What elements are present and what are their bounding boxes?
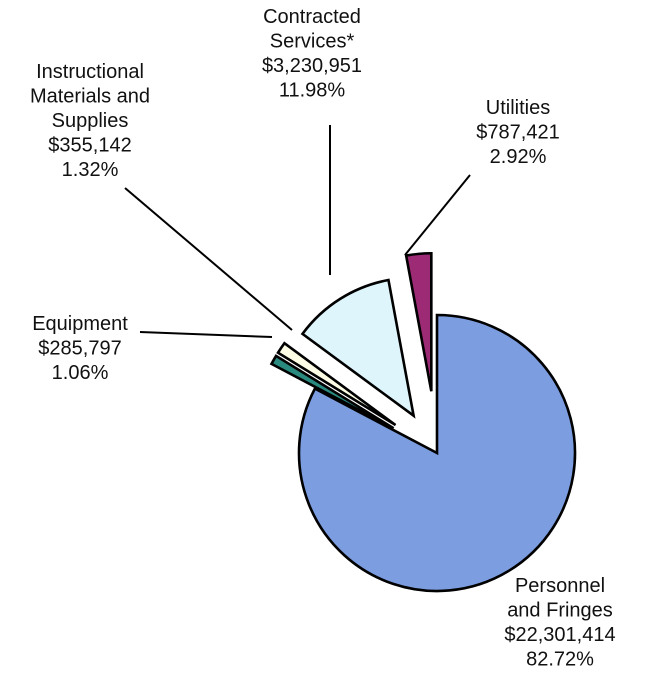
leader-lines bbox=[124, 125, 471, 338]
slice-name-personnel-and-fringes: and Fringes bbox=[507, 600, 613, 622]
slice-percent-contracted-services: 11.98% bbox=[279, 80, 346, 102]
slice-name-personnel-and-fringes: Personnel bbox=[515, 575, 605, 597]
slice-percent-instructional-materials-and-supplies: 1.32% bbox=[62, 159, 119, 181]
pie-slice-contracted-services bbox=[300, 278, 416, 419]
slice-amount-utilities: $787,421 bbox=[476, 122, 559, 144]
slice-label-personnel-and-fringes: Personnel and Fringes $22,301,414 82.72% bbox=[504, 575, 615, 671]
slice-percent-personnel-and-fringes: 82.72% bbox=[526, 649, 594, 671]
slice-label-contracted-services: Contracted Services* $3,230,951 11.98% bbox=[262, 6, 362, 102]
slice-label-equipment: Equipment $285,797 1.06% bbox=[32, 313, 128, 384]
leader-line-instructional-materials-and-supplies bbox=[124, 187, 293, 331]
pie-slices bbox=[269, 251, 577, 593]
slice-name-equipment: Equipment bbox=[32, 313, 128, 335]
slice-name-instructional-materials-and-supplies: Materials and bbox=[30, 86, 150, 108]
slice-label-instructional-materials-and-supplies: Instructional Materials and Supplies $355,1… bbox=[30, 61, 150, 181]
slice-label-utilities: Utilities $787,421 2.92% bbox=[476, 97, 559, 168]
slice-amount-personnel-and-fringes: $22,301,414 bbox=[504, 624, 615, 646]
slice-amount-contracted-services: $3,230,951 bbox=[262, 55, 362, 77]
slice-percent-utilities: 2.92% bbox=[490, 146, 547, 168]
pie-slice-equipment bbox=[269, 354, 395, 430]
pie-slice-instructional-materials-and-supplies bbox=[276, 341, 397, 427]
leader-line-utilities bbox=[404, 174, 471, 256]
slice-name-utilities: Utilities bbox=[486, 97, 550, 119]
slice-name-contracted-services: Contracted bbox=[263, 6, 361, 28]
slice-name-contracted-services: Services* bbox=[270, 31, 355, 53]
slice-amount-instructional-materials-and-supplies: $355,142 bbox=[48, 135, 131, 157]
slice-labels: Personnel and Fringes $22,301,414 82.72% Equ… bbox=[30, 6, 616, 671]
slice-percent-equipment: 1.06% bbox=[52, 362, 109, 384]
pie-slice-personnel-and-fringes bbox=[297, 313, 577, 593]
slice-name-instructional-materials-and-supplies: Instructional bbox=[36, 61, 144, 83]
leader-line-equipment bbox=[139, 331, 273, 338]
slice-name-instructional-materials-and-supplies: Supplies bbox=[52, 110, 129, 132]
slice-amount-equipment: $285,797 bbox=[38, 338, 121, 360]
pie-slice-utilities bbox=[404, 251, 433, 392]
